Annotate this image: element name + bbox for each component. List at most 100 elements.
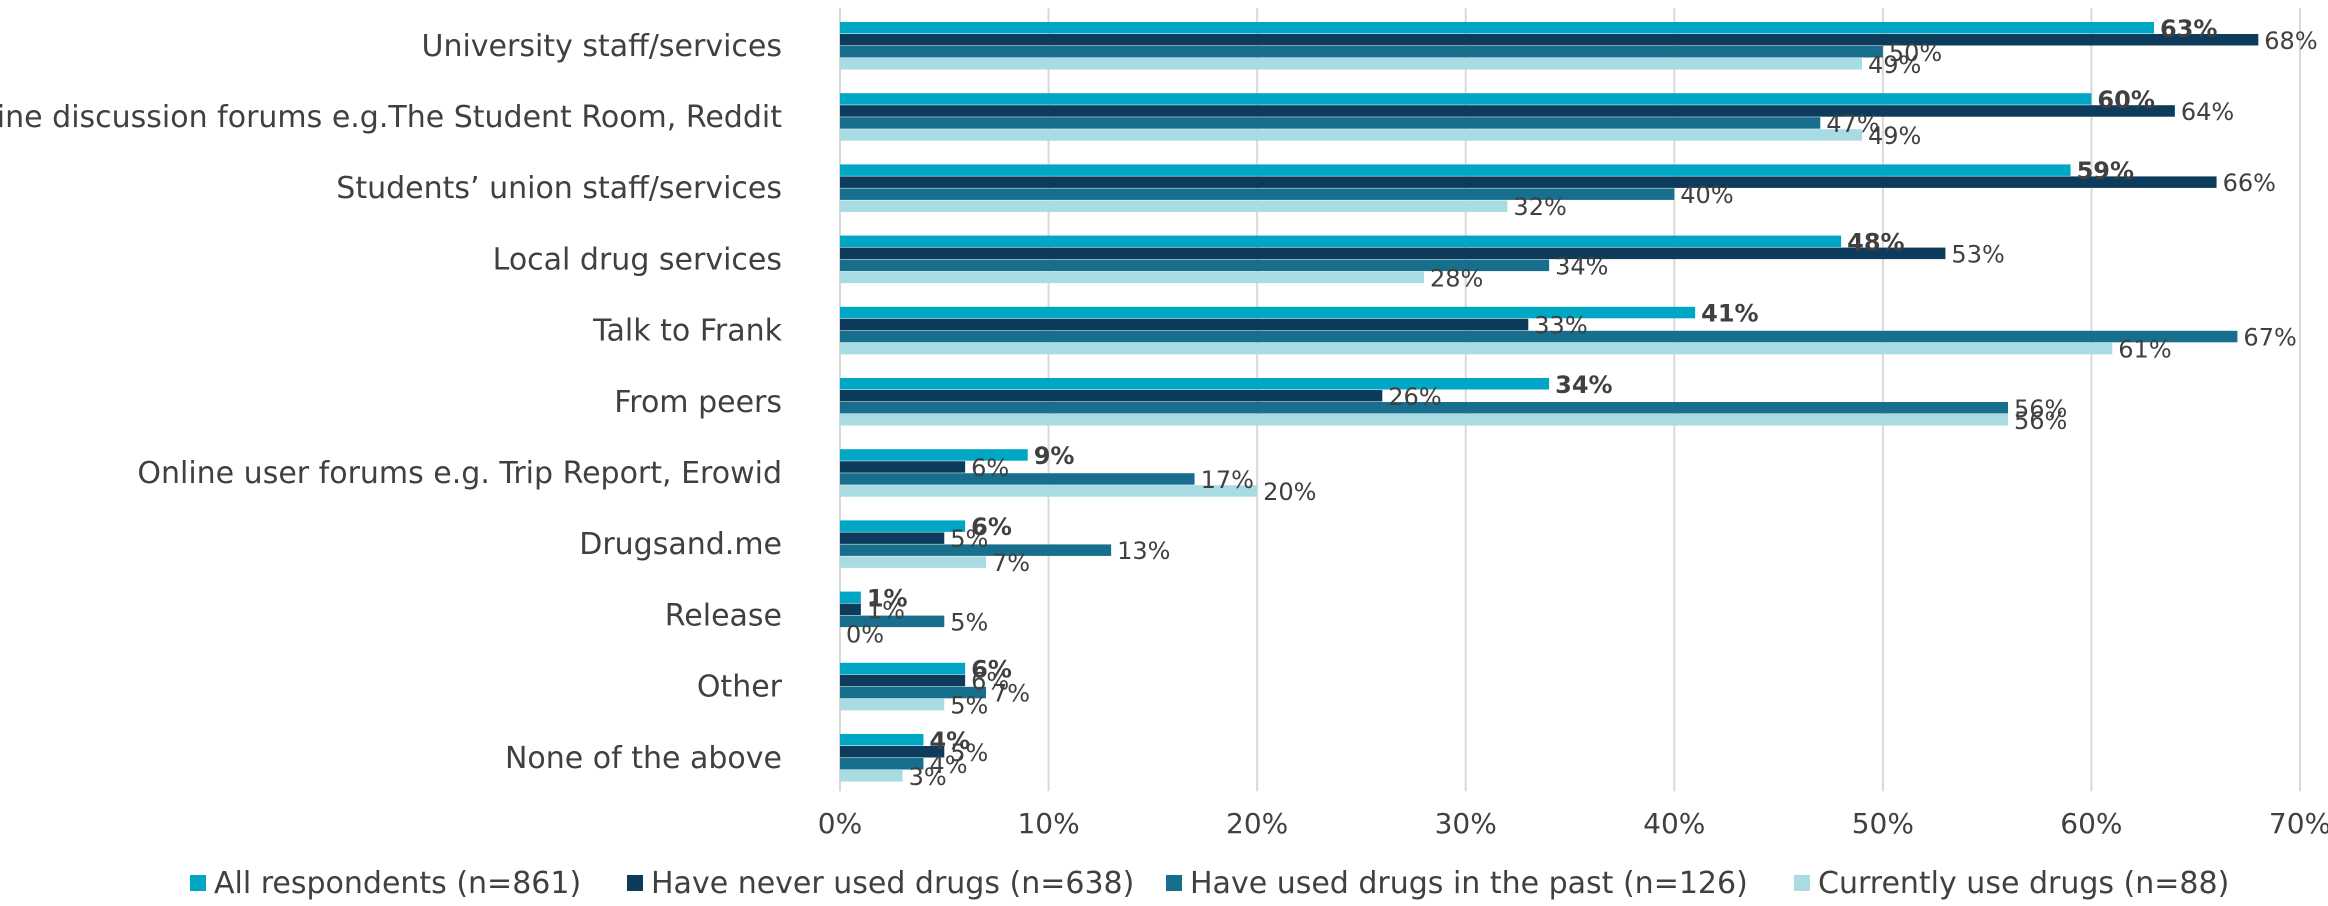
data-label: 47% [1826, 110, 1879, 138]
bar [840, 58, 1862, 70]
data-label: 41% [1701, 300, 1758, 328]
bar [840, 200, 1508, 212]
bar [840, 46, 1883, 58]
data-label: 53% [1951, 240, 2004, 268]
data-label: 6% [971, 668, 1009, 696]
data-label: 67% [2243, 324, 2296, 352]
legend-label: All respondents (n=861) [214, 866, 581, 901]
category-label: From peers [614, 385, 782, 420]
bar [840, 235, 1842, 248]
x-tick-label: 0% [818, 807, 862, 840]
legend-item: All respondents (n=861) [190, 866, 581, 901]
data-label: 7% [992, 680, 1030, 708]
data-label: 5% [950, 525, 988, 553]
data-label: 34% [1555, 371, 1612, 399]
data-label: 33% [1534, 312, 1587, 340]
legend-swatch [1794, 875, 1810, 891]
data-label: 64% [2181, 98, 2234, 126]
data-label: 32% [1513, 193, 1566, 221]
bar [840, 176, 2217, 188]
bar [840, 402, 2008, 414]
data-label: 4% [929, 751, 967, 779]
bar [840, 698, 945, 711]
bar [840, 330, 2238, 343]
category-label: None of the above [505, 741, 782, 776]
bar [840, 129, 1862, 141]
data-label: 7% [992, 549, 1030, 577]
bar [840, 686, 986, 699]
bar [840, 591, 861, 604]
data-label: 40% [1680, 181, 1733, 209]
data-label: 6% [971, 656, 1012, 684]
data-label: 26% [1388, 383, 1441, 411]
data-label: 61% [2118, 336, 2171, 364]
data-label: 1% [867, 584, 908, 612]
bar [840, 556, 986, 568]
bar [840, 105, 2175, 117]
data-labels: 63% 68%50%49%60% 64%47%49%59% 66%40%32%48% 5… [846, 15, 2318, 791]
x-tick-label: 40% [1643, 807, 1705, 840]
category-label: Other [697, 670, 783, 705]
data-label: 4% [929, 727, 970, 755]
data-label: 49% [1868, 122, 1921, 150]
bar [840, 615, 945, 628]
data-label: 17% [1201, 466, 1254, 494]
bar [840, 662, 966, 675]
legend-swatch [190, 875, 206, 891]
bar [840, 22, 2154, 34]
data-label: 48% [1847, 228, 1904, 256]
data-label: 56% [2014, 407, 2067, 435]
bar [840, 520, 966, 532]
data-label: 20% [1263, 478, 1316, 506]
x-tick-label: 70% [2269, 807, 2328, 840]
x-tick-label: 60% [2060, 807, 2122, 840]
bars [840, 22, 2259, 782]
category-labels: University staff/services Online discussi… [0, 29, 783, 776]
category-label: Release [665, 598, 782, 633]
x-tick-label: 50% [1852, 807, 1914, 840]
bar [840, 461, 966, 473]
bar [840, 188, 1675, 200]
bar [840, 164, 2071, 176]
bar [840, 734, 924, 746]
data-label: 0% [846, 620, 884, 648]
bar [840, 449, 1028, 461]
category-label: Local drug services [493, 242, 782, 277]
legend-label: Currently use drugs (n=88) [1818, 866, 2229, 901]
bar [840, 342, 2113, 355]
data-label: 5% [950, 692, 988, 720]
data-label: 28% [1430, 264, 1483, 292]
bar [840, 603, 861, 616]
legend-item: Have used drugs in the past (n=126) [1166, 866, 1748, 901]
bar [840, 259, 1550, 272]
bar [840, 271, 1424, 284]
category-label: Online user forums e.g. Trip Report, Ero… [137, 456, 782, 491]
data-label: 5% [950, 739, 988, 767]
legend-swatch [627, 875, 643, 891]
data-label: 1% [867, 596, 905, 624]
bar [840, 34, 2259, 46]
legend-swatch [1166, 875, 1182, 891]
data-label: 49% [1868, 51, 1921, 79]
bar [840, 390, 1383, 402]
data-label: 56% [2014, 395, 2067, 423]
bar [840, 473, 1195, 485]
legend-label: Have used drugs in the past (n=126) [1190, 866, 1748, 901]
bar [840, 674, 966, 687]
legend-label: Have never used drugs (n=638) [651, 866, 1134, 901]
data-label: 9% [1034, 442, 1075, 470]
data-label: 13% [1117, 537, 1170, 565]
bar [840, 117, 1821, 129]
bar [840, 318, 1529, 331]
data-label: 50% [1889, 39, 1942, 67]
legend-item: Currently use drugs (n=88) [1794, 866, 2229, 901]
bar [840, 378, 1550, 390]
category-label: Online discussion forums e.g.The Student… [0, 100, 782, 135]
data-label: 34% [1555, 252, 1608, 280]
bar [840, 93, 2092, 105]
x-tick-label: 20% [1226, 807, 1288, 840]
bar [840, 758, 924, 770]
x-tick-label: 10% [1017, 807, 1079, 840]
bar [840, 746, 945, 758]
